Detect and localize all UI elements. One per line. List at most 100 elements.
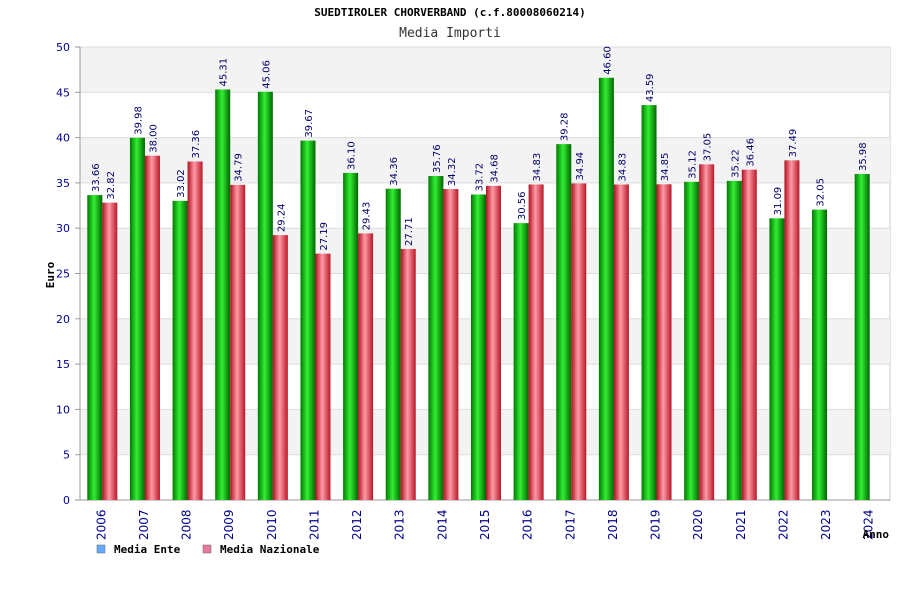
bar-media-nazionale <box>443 189 459 501</box>
bar-media-ente <box>556 144 572 500</box>
y-tick-label: 35 <box>56 177 70 190</box>
y-tick-label: 10 <box>56 403 70 416</box>
legend-label-media-nazionale: Media Nazionale <box>220 543 320 556</box>
bar-media-nazionale <box>528 184 544 501</box>
bar-media-ente <box>257 91 273 500</box>
x-tick-label: 2017 <box>563 509 577 540</box>
bar-media-nazionale <box>400 248 416 500</box>
y-tick-label: 20 <box>56 313 70 326</box>
value-label-media-ente: 33.66 <box>91 163 102 192</box>
bar-media-nazionale <box>272 235 288 500</box>
x-tick-label: 2015 <box>478 509 492 540</box>
y-tick-label: 5 <box>63 449 70 462</box>
x-tick-label: 2009 <box>222 509 236 540</box>
bar-media-ente <box>428 176 444 500</box>
bar-media-nazionale <box>699 164 715 500</box>
x-tick-label: 2020 <box>691 509 705 540</box>
bar-media-ente <box>641 105 657 501</box>
bar-media-ente <box>598 77 614 500</box>
x-tick-label: 2012 <box>350 509 364 540</box>
value-label-media-ente: 39.28 <box>560 112 571 141</box>
bar-media-ente <box>343 172 359 500</box>
value-label-media-nazionale: 37.05 <box>703 133 714 162</box>
bar-media-nazionale <box>102 202 118 500</box>
value-label-media-ente: 45.06 <box>261 60 272 89</box>
value-label-media-nazionale: 29.24 <box>276 203 287 232</box>
bar-media-ente <box>172 200 188 500</box>
value-label-media-ente: 36.10 <box>347 141 358 170</box>
value-label-media-ente: 30.56 <box>517 191 528 220</box>
value-label-media-nazionale: 37.49 <box>788 129 799 158</box>
bars <box>87 77 870 501</box>
value-label-media-ente: 33.72 <box>475 163 486 192</box>
value-label-media-nazionale: 34.79 <box>234 153 245 182</box>
chart-subtitle: Media Importi <box>399 26 501 41</box>
x-tick-label: 2018 <box>606 509 620 540</box>
value-label-media-ente: 35.98 <box>858 142 869 171</box>
x-tick-label: 2008 <box>180 509 194 540</box>
bar-media-nazionale <box>571 183 587 500</box>
bar-media-ente <box>471 194 486 500</box>
value-label-media-nazionale: 34.83 <box>617 153 628 182</box>
value-label-media-nazionale: 34.83 <box>532 153 543 182</box>
value-label-media-nazionale: 29.43 <box>362 202 373 231</box>
y-tick-label: 25 <box>56 268 70 281</box>
x-tick-label: 2014 <box>435 509 449 540</box>
x-tick-label: 2007 <box>137 509 151 540</box>
x-axis-label: Anno <box>863 528 890 541</box>
y-tick-label: 0 <box>63 494 70 507</box>
value-label-media-nazionale: 36.46 <box>745 138 756 167</box>
bar-media-ente <box>513 223 529 500</box>
value-labels: 33.66 32.82 39.98 38.00 33.02 37.36 45.31 34.79… <box>91 46 869 250</box>
y-tick-label: 40 <box>56 132 70 145</box>
bar-media-nazionale <box>613 184 629 501</box>
value-label-media-ente: 46.60 <box>602 46 613 75</box>
value-label-media-ente: 32.05 <box>816 178 827 207</box>
bar-media-ente <box>87 195 103 500</box>
x-tick-label: 2023 <box>819 509 833 540</box>
x-tick-label: 2006 <box>94 509 108 540</box>
x-tick-label: 2019 <box>649 509 663 540</box>
bar-media-nazionale <box>315 253 331 500</box>
value-label-media-ente: 39.98 <box>133 106 144 135</box>
bar-media-ente <box>300 140 316 501</box>
bar-media-ente <box>854 174 870 501</box>
bar-media-ente <box>812 209 828 500</box>
value-label-media-nazionale: 32.82 <box>106 171 117 200</box>
bar-media-nazionale <box>358 233 374 500</box>
bar-media-nazionale <box>230 184 246 500</box>
x-tick-label: 2013 <box>393 509 407 540</box>
y-tick-label: 45 <box>56 86 70 99</box>
y-tick-label: 30 <box>56 222 70 235</box>
value-label-media-ente: 35.12 <box>688 150 699 179</box>
value-label-media-nazionale: 34.32 <box>447 157 458 186</box>
x-tick-label: 2016 <box>521 509 535 540</box>
grid-band <box>80 47 890 93</box>
bar-media-nazionale <box>187 161 203 500</box>
legend-label-media-ente: Media Ente <box>114 543 181 556</box>
x-tick-label: 2010 <box>265 509 279 540</box>
value-label-media-ente: 35.76 <box>432 144 443 173</box>
legend-swatch-media-ente <box>96 544 106 554</box>
value-label-media-nazionale: 34.94 <box>575 152 586 181</box>
bar-media-ente <box>726 180 742 500</box>
chart-title: SUEDTIROLER CHORVERBAND (c.f.80008060214… <box>314 6 586 19</box>
y-tick-label: 15 <box>56 358 70 371</box>
value-label-media-nazionale: 38.00 <box>148 124 159 153</box>
y-axis-label: Euro <box>44 261 57 288</box>
bar-media-nazionale <box>144 155 160 500</box>
x-tick-label: 2022 <box>776 509 790 540</box>
value-label-media-nazionale: 27.19 <box>319 222 330 251</box>
legend-swatch-media-nazionale <box>202 544 212 554</box>
x-tick-label: 2024 <box>862 509 876 540</box>
value-label-media-ente: 39.67 <box>304 109 315 138</box>
value-label-media-nazionale: 34.85 <box>660 153 671 182</box>
value-label-media-ente: 35.22 <box>730 149 741 178</box>
x-tick-label: 2011 <box>307 509 321 540</box>
bar-media-ente <box>769 218 785 501</box>
bar-media-ente <box>385 188 401 500</box>
bar-media-ente <box>129 137 145 501</box>
y-tick-label: 50 <box>56 41 70 54</box>
bar-media-nazionale <box>741 169 757 500</box>
